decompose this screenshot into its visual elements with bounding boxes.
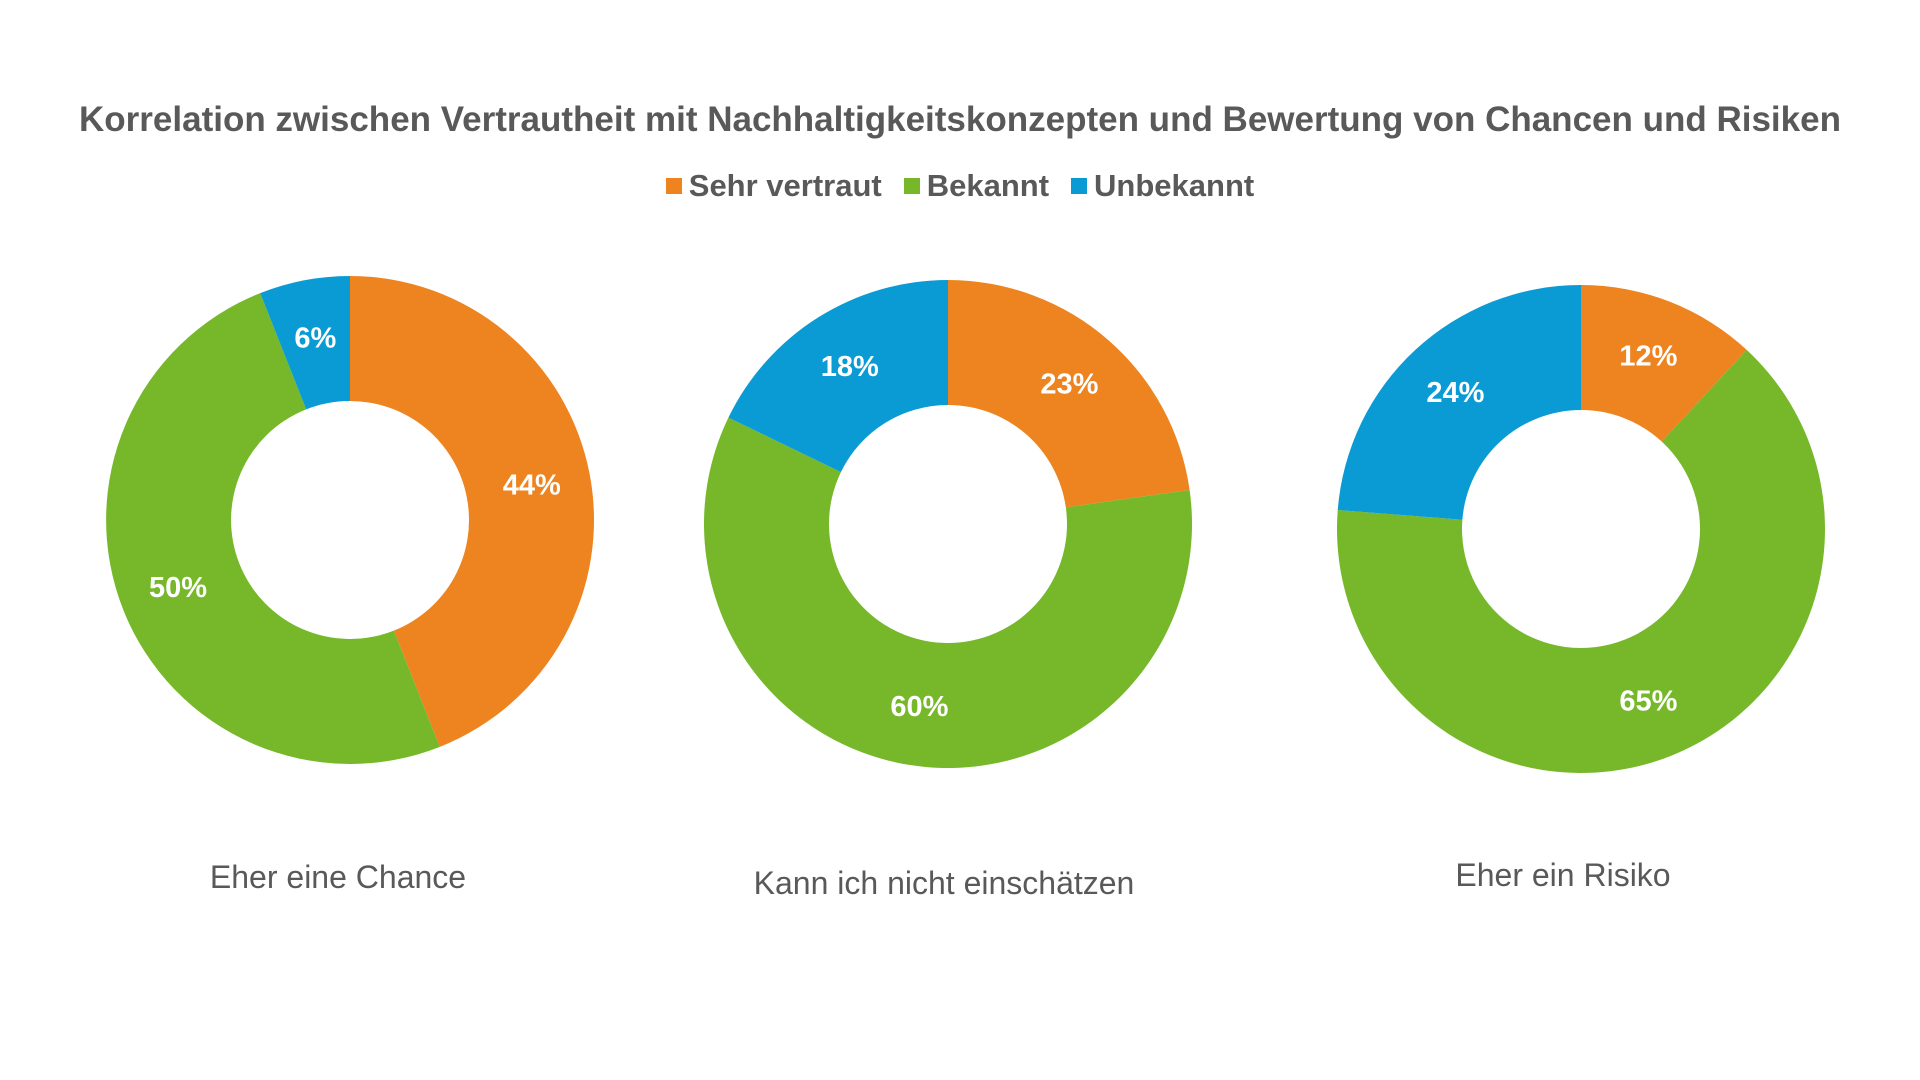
legend: Sehr vertraut Bekannt Unbekannt: [0, 168, 1920, 204]
legend-swatch-sehr-vertraut: [665, 178, 682, 194]
legend-swatch-bekannt: [903, 178, 920, 194]
chart-title: Korrelation zwischen Vertrautheit mit Na…: [79, 100, 1841, 139]
donut-3-slice-unbekannt: [1337, 285, 1581, 520]
donut-chart-1: 44% 50% 6% Eher eine Chance: [106, 276, 594, 895]
donut-2-label-sehr-vertraut: 23%: [1040, 368, 1098, 400]
donut-2-caption: Kann ich nicht einschätzen: [754, 865, 1135, 901]
donut-1-slice-sehr-vertraut: [350, 276, 594, 747]
donut-chart-3: 12% 65% 24% Eher ein Risiko: [1336, 285, 1825, 893]
donut-2-label-unbekannt: 18%: [821, 351, 879, 383]
donut-3-caption: Eher ein Risiko: [1455, 857, 1670, 893]
legend-label-bekannt: Bekannt: [926, 168, 1050, 203]
donut-1-slice-unbekannt: [260, 276, 350, 410]
donut-1-label-unbekannt: 6%: [294, 322, 336, 354]
legend-item-unbekannt: Unbekannt: [1071, 168, 1254, 204]
donut-chart-2: 23% 60% 18% Kann ich nicht einschätzen: [703, 280, 1192, 901]
donut-3-label-sehr-vertraut: 12%: [1619, 341, 1677, 373]
legend-label-sehr-vertraut: Sehr vertraut: [688, 168, 882, 203]
donut-3-label-bekannt: 65%: [1619, 685, 1677, 717]
donut-1-label-bekannt: 50%: [149, 572, 207, 604]
donut-2-slice-sehr-vertraut: [948, 280, 1190, 508]
legend-swatch-unbekannt: [1071, 178, 1088, 194]
donut-1-label-sehr-vertraut: 44%: [503, 469, 561, 501]
legend-label-unbekannt: Unbekannt: [1094, 168, 1255, 203]
donut-3-label-unbekannt: 24%: [1426, 377, 1484, 409]
donut-3-slice-bekannt: [1336, 349, 1825, 773]
donut-1-slice-bekannt: [106, 293, 440, 764]
legend-item-sehr-vertraut: Sehr vertraut: [665, 168, 882, 204]
legend-item-bekannt: Bekannt: [903, 168, 1050, 204]
donut-1-caption: Eher eine Chance: [210, 859, 466, 895]
donut-2-slice-bekannt: [703, 417, 1192, 769]
donut-2-label-bekannt: 60%: [890, 691, 948, 723]
donut-2-slice-unbekannt: [728, 280, 948, 473]
donut-3-slice-sehr-vertraut: [1581, 285, 1747, 442]
